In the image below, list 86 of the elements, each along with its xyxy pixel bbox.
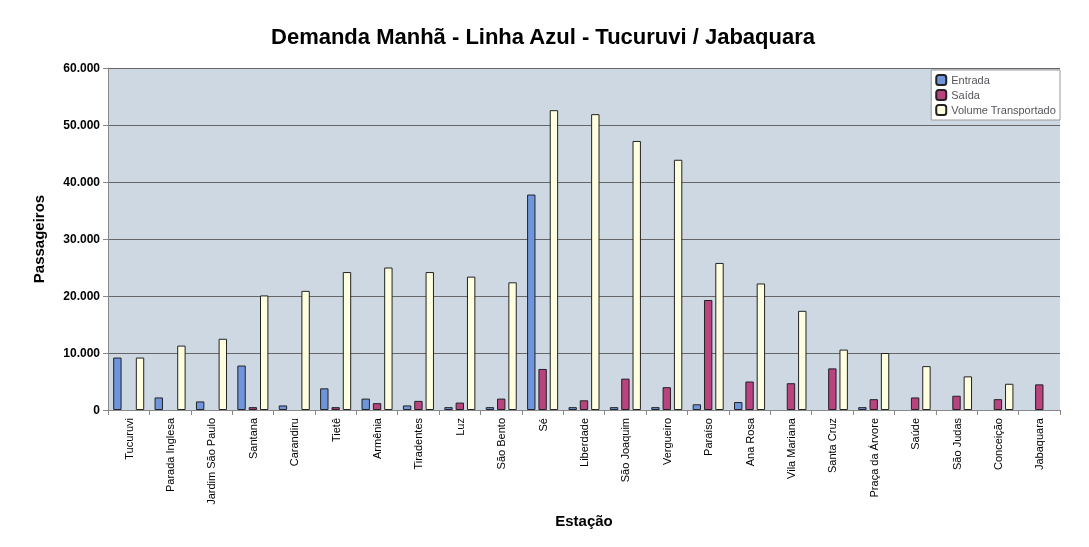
- bar: [621, 378, 630, 410]
- bar: [692, 404, 702, 410]
- bar: [278, 405, 288, 410]
- x-axis-title: Estação: [555, 511, 613, 529]
- x-tick-label: Jabaquara: [1033, 417, 1046, 470]
- legend-label: Saída: [951, 89, 981, 101]
- x-tick-label: Paraíso: [702, 418, 715, 456]
- bar: [455, 402, 465, 410]
- chart-title: Demanda Manhã - Linha Azul - Tucuruvi / Jabaquara: [271, 23, 816, 49]
- x-tick-label: Tietê: [329, 418, 342, 443]
- bar: [402, 405, 412, 410]
- bar: [384, 267, 393, 410]
- bar: [662, 387, 671, 410]
- x-tick-label: São Judas: [950, 417, 963, 470]
- x-tick-label: Liberdade: [578, 418, 590, 467]
- bar: [508, 282, 517, 410]
- bar: [591, 114, 600, 410]
- x-tick-label: Saúde: [909, 418, 922, 450]
- bar: [963, 376, 973, 410]
- bar: [1005, 383, 1014, 410]
- bar: [993, 399, 1003, 410]
- legend-label: Entrada: [951, 74, 991, 86]
- bar: [195, 401, 205, 410]
- x-tick-label: Conceição: [991, 418, 1004, 470]
- bar: [673, 159, 683, 410]
- bar: [910, 397, 920, 410]
- x-tick-label: Ana Rosa: [743, 417, 756, 467]
- bar: [839, 349, 848, 410]
- y-tick-label: 50.000: [63, 118, 101, 132]
- x-tick-label: Vergueiro: [660, 418, 673, 466]
- x-tick-label: São Bento: [495, 418, 508, 470]
- bar: [113, 357, 122, 410]
- bar: [786, 383, 796, 410]
- bar: [828, 368, 837, 410]
- bar: [703, 299, 713, 410]
- x-tick-label: Sé: [536, 418, 549, 432]
- bar: [260, 295, 269, 410]
- bar: [301, 290, 310, 410]
- bar: [549, 110, 559, 410]
- x-tick-label: Santa Cruz: [826, 418, 839, 474]
- bar: [579, 400, 589, 410]
- bar: [745, 381, 754, 410]
- x-tick-label: Luz: [453, 418, 466, 436]
- bar: [952, 395, 961, 410]
- bar: [135, 357, 145, 410]
- y-tick-label: 60.000: [63, 61, 101, 75]
- legend-label: Volume Transportado: [951, 104, 1056, 116]
- x-tick-label: Tucuruvi: [122, 418, 135, 460]
- bar: [1035, 384, 1044, 410]
- bar: [372, 403, 382, 410]
- x-tick-label: Vila Mariana: [784, 417, 797, 479]
- bar: [756, 283, 766, 410]
- bar: [527, 194, 536, 410]
- x-tick-label: Parada Inglesa: [164, 417, 177, 492]
- bar: [218, 338, 227, 410]
- y-tick-label: 0: [93, 403, 101, 417]
- x-tick-label: Carandiru: [288, 418, 301, 467]
- bar: [154, 397, 163, 410]
- y-axis-title: Passageiros: [30, 194, 47, 284]
- x-tick-label: Praça da Árvore: [867, 418, 880, 498]
- bar: [177, 345, 186, 410]
- bar: [538, 368, 547, 410]
- y-tick-label: 10.000: [63, 346, 101, 360]
- bar: [734, 402, 743, 410]
- y-tick-label: 40.000: [63, 175, 101, 189]
- bar: [320, 388, 329, 410]
- bar: [497, 398, 506, 410]
- x-tick-label: Santana: [246, 417, 259, 459]
- x-tick-label: Armênia: [371, 417, 384, 459]
- bar: [869, 399, 878, 410]
- bar: [798, 310, 807, 410]
- bar: [922, 366, 931, 410]
- bar: [466, 276, 476, 410]
- bar: [632, 140, 641, 410]
- bar: [880, 353, 890, 410]
- x-tick-label: São Joaquim: [619, 418, 632, 483]
- x-tick-label: Tiradentes: [412, 417, 425, 470]
- y-tick-label: 30.000: [63, 232, 101, 246]
- bar: [361, 398, 370, 410]
- bar: [715, 262, 724, 410]
- bar: [342, 272, 352, 410]
- bar: [425, 272, 434, 410]
- bar: [414, 400, 423, 410]
- bar: [237, 365, 246, 410]
- y-tick-label: 20.000: [63, 289, 101, 303]
- x-tick-label: Jardim São Paulo: [205, 418, 218, 505]
